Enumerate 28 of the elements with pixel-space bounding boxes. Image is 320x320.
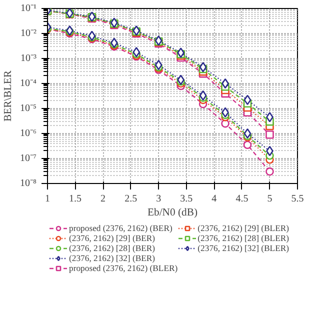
x-tick-label: 2.5 — [124, 194, 138, 204]
y-tick-label: 10⁻⁴ — [20, 78, 38, 89]
legend-label: (2376, 2162) [32] (BLER) — [198, 243, 290, 253]
legend-label: (2376, 2162) [28] (BER) — [69, 243, 156, 253]
x-tick-label: 2 — [100, 194, 106, 204]
x-tick-label: 5.5 — [291, 194, 304, 204]
y-tick-label: 10⁻⁷ — [20, 153, 38, 164]
legend-label: (2376, 2162) [32] (BER) — [69, 253, 156, 263]
x-tick-label: 4 — [212, 194, 217, 204]
x-axis-title: Eb/N0 (dB) — [147, 208, 198, 218]
y-tick-label: 10⁻⁸ — [20, 178, 38, 189]
x-tick-label: 1 — [45, 194, 50, 204]
x-tick-label: 4.5 — [236, 194, 248, 204]
legend-label: (2376, 2162) [29] (BLER) — [198, 223, 290, 233]
x-tick-label: 5 — [267, 194, 272, 204]
y-tick-label: 10⁻² — [20, 28, 36, 39]
legend-label: (2376, 2162) [29] (BER) — [69, 233, 156, 243]
legend-label: proposed (2376, 2162) (BLER) — [69, 263, 178, 273]
x-tick-label: 3 — [156, 194, 162, 204]
y-tick-label: 10⁻⁵ — [20, 103, 37, 114]
y-tick-label: 10⁻¹ — [20, 3, 36, 14]
legend-label: (2376, 2162) [28] (BLER) — [198, 233, 290, 243]
y-tick-label: 10⁻³ — [20, 53, 36, 64]
y-tick-label: 10⁻⁶ — [20, 128, 38, 139]
legend-label: proposed (2376, 2162) (BER) — [69, 223, 172, 233]
x-tick-label: 3.5 — [180, 194, 193, 204]
y-axis-title: BER\BLER — [3, 70, 14, 122]
x-tick-label: 1.5 — [69, 194, 82, 204]
